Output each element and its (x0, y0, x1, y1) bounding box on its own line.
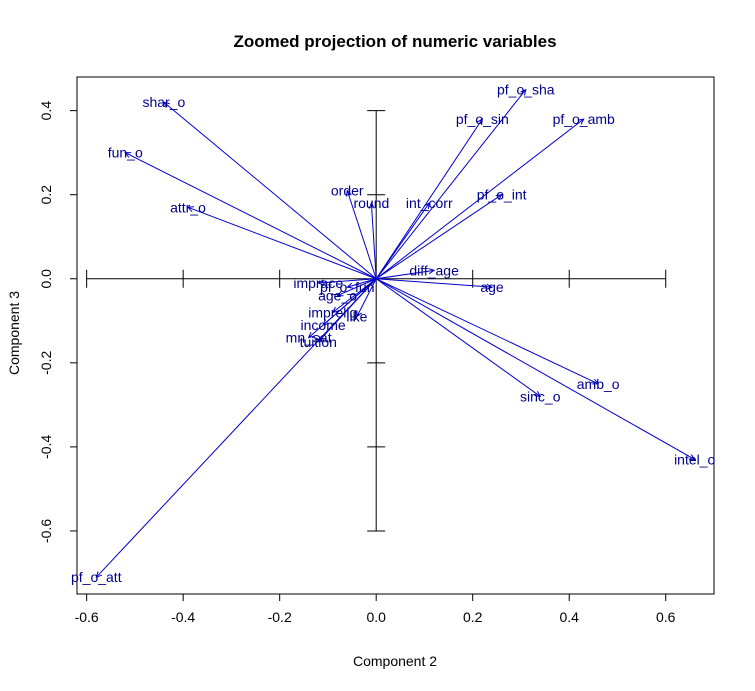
arrowhead-shar_o (162, 101, 170, 108)
arrowhead-order (345, 189, 352, 197)
arrowhead-mn_sat (307, 331, 315, 339)
arrow-round (370, 203, 377, 279)
arrowhead-attr_o (186, 206, 195, 213)
arrowhead-round (368, 201, 375, 209)
arrowhead-imprace (317, 279, 325, 286)
label-imprelig: imprelig (308, 304, 357, 320)
label-sinc_o: sinc_o (520, 388, 561, 404)
arrow-attr_o (187, 206, 377, 280)
arrowhead-tuition (317, 335, 325, 343)
plot-frame (76, 76, 715, 595)
label-int_corr: int_corr (406, 195, 453, 211)
x-tick-label: -0.6 (75, 609, 99, 625)
label-intel_o: intel_o (674, 451, 715, 467)
x-tick-label: -0.2 (268, 609, 292, 625)
arrowhead-like (356, 310, 362, 318)
arrow-diff_age (376, 269, 435, 280)
arrowhead-pf_o_att (95, 571, 103, 579)
arrowhead-pf_o_sin (476, 118, 483, 126)
arrowhead-fun_o (124, 152, 132, 158)
label-imprace: imprace (293, 275, 343, 291)
arrow-mn_sat (308, 278, 377, 338)
y-tick-label: -0.6 (38, 519, 54, 543)
arrow-pf_o_int (375, 194, 502, 280)
label-round: round (353, 195, 389, 211)
arrowhead-imprelig (331, 306, 339, 314)
x-tick-label: 0.0 (366, 609, 386, 625)
arrowhead-sinc_o (534, 390, 542, 398)
label-age: age (480, 279, 504, 295)
label-pf_o_amb: pf_o_amb (553, 111, 615, 127)
arrow-pf_o_fun (347, 278, 377, 288)
label-mn_sat: mn_sat (286, 330, 332, 346)
y-tick-label: -0.4 (38, 435, 54, 459)
arrow-order (346, 190, 377, 279)
label-pf_o_sin: pf_o_sin (456, 111, 509, 127)
arrow-age_o (337, 278, 377, 297)
arrowhead-diff_age (428, 268, 436, 275)
arrowhead-age_o (336, 290, 344, 297)
label-diff_age: diff_age (409, 262, 459, 278)
chart-title: Zoomed projection of numeric variables (233, 32, 556, 51)
arrow-pf_o_sha (375, 89, 527, 280)
arrow-pf_o_att (95, 278, 377, 578)
arrowhead-pf_o_int (495, 194, 503, 201)
variable-arrows (95, 88, 696, 579)
label-amb_o: amb_o (577, 376, 620, 392)
arrow-imprace (318, 278, 377, 284)
x-axis-title: Component 2 (353, 653, 437, 669)
arrowhead-pf_o_fun (346, 282, 354, 289)
label-pf_o_sha: pf_o_sha (497, 82, 555, 98)
label-tuition: tuition (300, 334, 337, 350)
label-order: order (331, 182, 364, 198)
arrow-pf_o_amb (375, 118, 585, 280)
label-like: like (346, 309, 367, 325)
arrow-fun_o (125, 152, 377, 280)
x-tick-label: 0.2 (463, 609, 483, 625)
label-age_o: age_o (318, 288, 357, 304)
arrow-pf_o_sin (375, 118, 483, 280)
label-shar_o: shar_o (142, 94, 185, 110)
y-tick-label: 0.0 (38, 269, 54, 289)
x-tick-label: 0.4 (559, 609, 579, 625)
label-pf_o_att: pf_o_att (71, 569, 122, 585)
label-income: income (301, 317, 346, 333)
x-tick-label: -0.4 (171, 609, 195, 625)
arrow-shar_o (163, 101, 377, 280)
arrow-amb_o (375, 278, 599, 385)
arrowhead-intel_o (688, 454, 696, 461)
arrowhead-pf_o_amb (577, 118, 585, 125)
label-attr_o: attr_o (170, 199, 206, 215)
y-axis-title: Component 3 (6, 291, 22, 375)
arrowhead-pf_o_sha (520, 88, 527, 96)
reference-cross (86, 110, 667, 532)
x-tick-label: 0.6 (656, 609, 676, 625)
arrow-age (376, 278, 493, 288)
arrow-sinc_o (375, 278, 541, 397)
y-tick-label: -0.2 (38, 351, 54, 375)
y-tick-label: 0.4 (38, 101, 54, 121)
y-axis: -0.6 -0.4 -0.2 0.0 0.2 0.4 (38, 101, 78, 543)
arrowhead-age (486, 283, 494, 290)
label-pf_o_fun: pf_o_fun (320, 279, 375, 295)
y-tick-label: 0.2 (38, 185, 54, 205)
arrow-like (356, 278, 377, 317)
arrowhead-amb_o (592, 378, 600, 385)
label-fun_o: fun_o (108, 145, 143, 161)
label-pf_o_int: pf_o_int (477, 187, 527, 203)
arrow-intel_o (375, 278, 695, 460)
arrow-imprelig (332, 278, 377, 313)
x-axis: -0.6 -0.4 -0.2 0.0 0.2 0.4 0.6 (75, 593, 676, 625)
